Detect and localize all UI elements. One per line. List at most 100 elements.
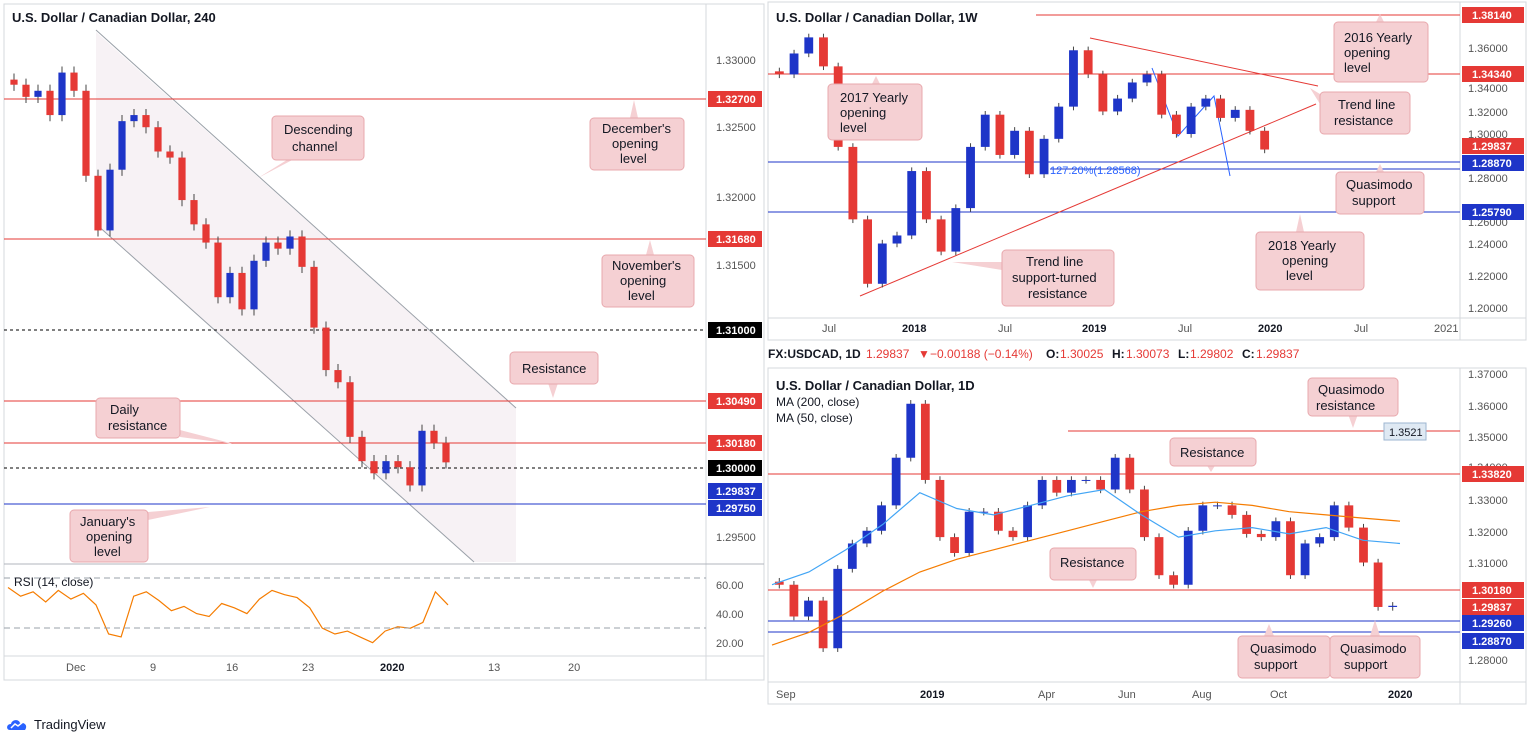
callout-text: resistance [1316, 398, 1375, 413]
dl-tag: 1.29837 [1472, 602, 1512, 614]
candle-body [382, 461, 390, 474]
candle-body [1230, 109, 1240, 118]
candle-body [1227, 505, 1237, 515]
daily-header-o-label: O: [1046, 347, 1059, 361]
candle-body [1039, 138, 1049, 175]
callout-text: Quasimodo [1250, 641, 1316, 656]
dl-y-tick: 1.28000 [1468, 655, 1508, 667]
callout-trend-support [1001, 249, 1115, 307]
callout-daily-resistance [95, 397, 181, 439]
candle-body [310, 266, 318, 328]
callout-pointer [1348, 414, 1358, 428]
dl-y-tick: 1.36000 [1468, 401, 1508, 413]
callout-text: Quasimodo [1340, 641, 1406, 656]
h4-x-tick: Dec [66, 662, 86, 674]
dl-x-tick: 2020 [1388, 689, 1412, 701]
candle-body [1359, 527, 1368, 563]
candle-body [804, 37, 814, 54]
h4-tag: 1.31000 [716, 325, 756, 337]
callout-text: 2018 Yearly [1268, 238, 1336, 253]
wk-y-tick: 1.22000 [1468, 271, 1508, 283]
wk-x-tick: 2021 [1434, 323, 1458, 335]
candle-body [950, 537, 959, 553]
candle-body [920, 403, 930, 480]
dl-tag-bg [1462, 582, 1524, 598]
candle-body [94, 175, 102, 231]
dl-price-tags: 1.3521 1.33820 1.30180 1.29837 1.29260 1… [1383, 422, 1524, 649]
candle-body [877, 243, 887, 284]
candle-body [262, 242, 270, 261]
dl-x-tick: 2019 [920, 689, 944, 701]
candle-body [1157, 74, 1167, 115]
callout-pointer [1264, 624, 1274, 636]
dl-tag: 1.30180 [1472, 585, 1512, 597]
candle-body [980, 114, 990, 147]
callout-pointer [258, 158, 296, 178]
h4-x-tick: 9 [150, 662, 156, 674]
dl-tag-bg [1462, 633, 1524, 649]
h4-callouts: Descending channel December's opening le… [69, 100, 695, 563]
wk-y-tick: 1.20000 [1468, 303, 1508, 315]
candle-body [1256, 533, 1266, 538]
h4-tag-bg [708, 91, 762, 107]
wk-x-tick: Jul [822, 323, 836, 335]
callout-pointer [548, 383, 558, 398]
h4-tag: 1.30180 [716, 438, 756, 450]
dl-y-tick: 1.31000 [1468, 558, 1508, 570]
callout-qm-support-2 [1329, 635, 1421, 679]
wk-y-tick: 1.28000 [1468, 173, 1508, 185]
candle-body [442, 442, 450, 463]
candle-body [1271, 521, 1281, 538]
wk-tag: 1.34340 [1472, 69, 1512, 81]
wk-x-tick: Jul [1354, 323, 1368, 335]
dl-tag-bg [1462, 599, 1524, 615]
h4-tag-bg [708, 460, 762, 476]
h4-price-tags: 1.32700 1.31680 1.31000 1.30490 1.30180 … [708, 91, 762, 516]
h4-x-tick: 13 [488, 662, 500, 674]
h4-y-tick: 1.33000 [716, 55, 756, 67]
daily-header-h: 1.30073 [1126, 347, 1170, 361]
rsi-y-tick: 40.00 [716, 609, 744, 621]
wk-tag-bg [1462, 66, 1524, 82]
callout-2016 [1333, 21, 1429, 83]
callout-text: level [94, 544, 121, 559]
dl-y-tick: 1.37000 [1468, 369, 1508, 381]
callout-january [69, 509, 149, 563]
h4-tag: 1.29837 [716, 486, 756, 498]
h4-tag: 1.32700 [716, 94, 756, 106]
wk-x-tick: Jul [998, 323, 1012, 335]
candle-body [1245, 109, 1255, 131]
rsi-y-tick: 20.00 [716, 638, 744, 650]
daily-header-c-label: C: [1242, 347, 1255, 361]
daily-header-c: 1.29837 [1256, 347, 1300, 361]
candle-body [1154, 537, 1164, 576]
candle-body [789, 53, 799, 75]
callout-pointer [180, 430, 234, 444]
wk-tag: 1.38140 [1472, 10, 1512, 22]
wk-fib-label: 127.20%(1.28568) [1050, 165, 1141, 177]
candle-body [1083, 50, 1093, 75]
callout-text: resistance [1334, 113, 1393, 128]
dl-x-tick: Oct [1270, 689, 1287, 701]
callout-text: support-turned [1012, 270, 1097, 285]
wk-y-tick: 1.24000 [1468, 239, 1508, 251]
candle-body [1140, 489, 1149, 538]
candle-body [995, 114, 1005, 155]
h4-x-ticks: Dec 9 16 23 2020 13 20 [66, 662, 580, 674]
wk-tag-bg [1462, 155, 1524, 171]
candle-body [1169, 575, 1179, 585]
candle-body [226, 272, 234, 298]
callout-resistance-top [1169, 437, 1257, 467]
tradingview-logo[interactable]: TradingView [6, 716, 106, 732]
dl-mas [771, 488, 1401, 646]
h4-tag: 1.30490 [716, 396, 756, 408]
candle-body [848, 146, 858, 220]
h4-tag: 1.29750 [716, 503, 756, 515]
h4-tag-bg [708, 500, 762, 516]
candle-body [1201, 98, 1211, 107]
candle-body [907, 171, 917, 236]
callout-text: January's [80, 514, 136, 529]
h4-tag-bg [708, 231, 762, 247]
h4-y-tick: 1.29500 [716, 532, 756, 544]
daily-header-o: 1.30025 [1060, 347, 1104, 361]
